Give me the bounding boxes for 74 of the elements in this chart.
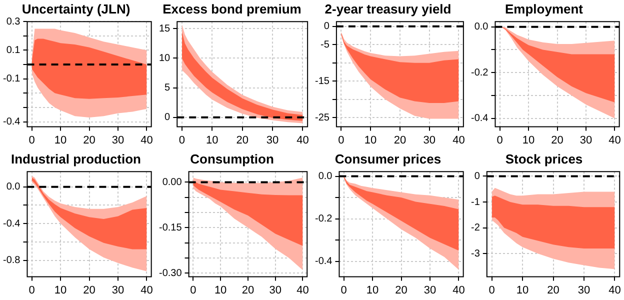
y-tick-label: -2 <box>470 222 480 234</box>
chart-title: Uncertainty (JLN) <box>22 1 130 16</box>
x-tick-label: 20 <box>394 134 406 146</box>
y-tick-label: -0.1 <box>2 74 21 85</box>
y-tick-label: -0.15 <box>158 222 182 234</box>
y-tick-label: -5 <box>320 39 330 50</box>
y-tick-label: -15 <box>315 76 330 87</box>
chart-title: Employment <box>504 1 584 16</box>
x-tick-label: 20 <box>236 134 248 146</box>
chart-title: Consumption <box>190 151 274 166</box>
x-tick-label: 30 <box>578 284 590 296</box>
x-tick-label: 0 <box>28 134 35 146</box>
chart-title: Stock prices <box>505 151 583 166</box>
x-tick-label: 20 <box>83 284 96 296</box>
x-tick-label: 40 <box>140 284 153 296</box>
x-tick-label: 30 <box>112 134 124 146</box>
chart-title: 2-year treasury yield <box>324 1 452 16</box>
x-tick-label: 40 <box>140 134 153 146</box>
y-tick-label: -0.4 <box>470 113 489 124</box>
y-tick-label: 0 <box>474 170 480 182</box>
x-tick-label: 40 <box>608 134 621 146</box>
y-tick-label: 0.0 <box>474 22 489 33</box>
x-tick-label: 30 <box>423 134 436 146</box>
chart-title: Industrial production <box>11 151 142 166</box>
x-tick-label: 40 <box>608 284 621 296</box>
x-tick-label: 30 <box>112 284 124 296</box>
x-tick-label: 0 <box>338 134 344 146</box>
x-tick-label: 30 <box>269 284 282 296</box>
y-tick-label: 0 <box>164 112 171 124</box>
y-tick-label: -0.30 <box>158 268 182 279</box>
x-tick-label: 10 <box>54 134 67 146</box>
x-tick-label: 30 <box>580 134 592 146</box>
x-tick-label: 10 <box>206 134 218 146</box>
x-tick-label: 40 <box>296 134 309 146</box>
y-tick-label: 0 <box>324 21 330 32</box>
y-tick-label: 10 <box>159 52 171 64</box>
chart-title: Excess bond premium <box>162 1 302 16</box>
x-tick-label: 10 <box>522 134 535 146</box>
y-tick-label: 0.00 <box>162 176 182 188</box>
x-tick-label: 40 <box>452 134 465 146</box>
y-tick-label: 5 <box>164 82 171 94</box>
x-tick-label: 0 <box>28 284 35 296</box>
chart-title: Consumer prices <box>334 151 442 166</box>
y-tick-label: -25 <box>315 112 330 124</box>
y-tick-label: 15 <box>159 23 171 34</box>
x-tick-label: 0 <box>190 284 196 296</box>
x-tick-label: 20 <box>83 134 96 146</box>
y-tick-label: -0.4 <box>314 256 333 268</box>
x-tick-label: 40 <box>296 284 309 296</box>
y-tick-label: -0.4 <box>2 218 21 230</box>
x-tick-label: 20 <box>395 284 408 296</box>
y-tick-label: 0.0 <box>6 182 21 193</box>
x-tick-label: 20 <box>551 134 564 146</box>
x-tick-label: 30 <box>266 134 279 146</box>
y-tick-label: -0.2 <box>470 67 489 78</box>
x-tick-label: 20 <box>547 284 560 296</box>
x-tick-label: 10 <box>54 284 67 296</box>
x-tick-label: 10 <box>366 284 379 296</box>
y-tick-label: -0.2 <box>314 214 333 225</box>
y-tick-label: 0.3 <box>6 16 21 28</box>
x-tick-label: 0 <box>340 284 347 296</box>
x-tick-label: 20 <box>242 284 254 296</box>
x-tick-label: 10 <box>516 284 529 296</box>
x-tick-label: 10 <box>214 284 227 296</box>
x-tick-label: 30 <box>424 284 436 296</box>
x-tick-label: 10 <box>364 134 377 146</box>
y-tick-label: 0.1 <box>6 44 21 56</box>
x-tick-label: 40 <box>452 284 465 296</box>
y-tick-label: -3 <box>470 248 480 260</box>
x-tick-label: 0 <box>496 134 503 146</box>
y-tick-label: 0.0 <box>318 171 333 182</box>
y-tick-label: -0.8 <box>2 255 21 266</box>
y-tick-label: -1 <box>470 196 480 208</box>
y-tick-label: -0.4 <box>2 116 21 128</box>
